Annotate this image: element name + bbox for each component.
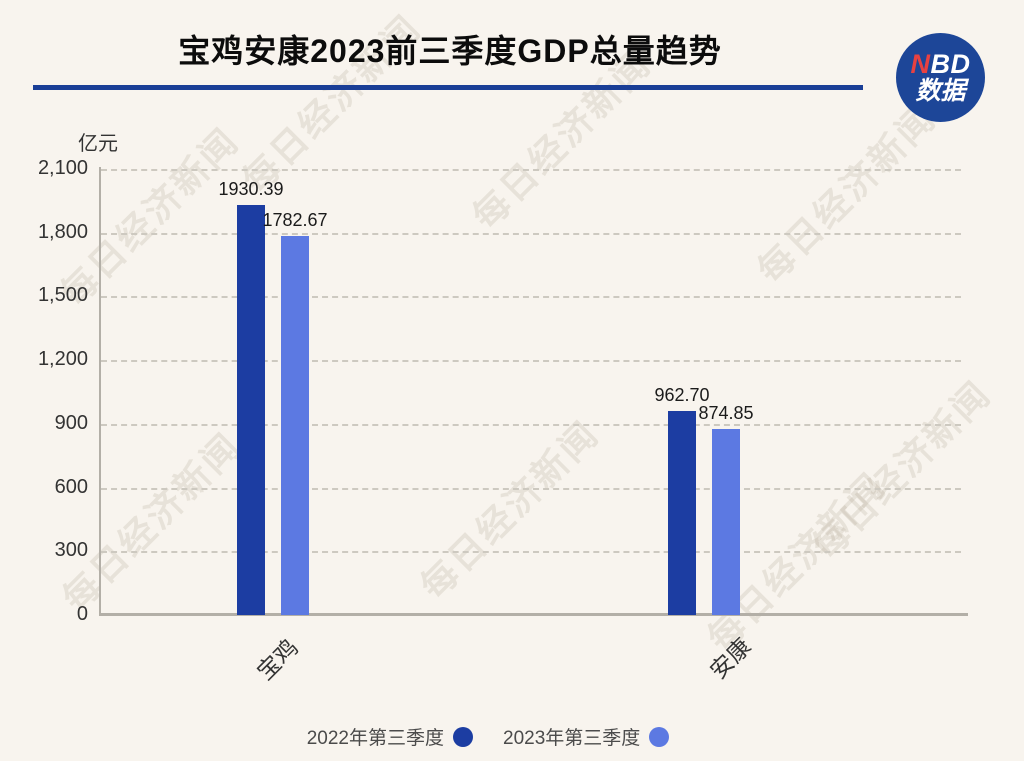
y-gridline — [101, 232, 961, 235]
bar-value-label: 962.70 — [654, 385, 710, 405]
bar-value-label: 874.85 — [698, 403, 754, 423]
legend-item: 2022年第三季度 — [307, 723, 473, 750]
y-gridline — [101, 487, 961, 490]
bar-value-label: 1782.67 — [262, 210, 328, 230]
y-axis-line — [99, 167, 101, 616]
legend-marker-dot — [453, 726, 473, 747]
nbd-logo-subtext: 数据 — [915, 76, 966, 105]
x-axis-line — [99, 613, 968, 616]
y-tick-label: 300 — [54, 539, 88, 562]
y-tick-label: 2,100 — [37, 157, 88, 179]
nbd-logo: NBD 数据 — [896, 33, 985, 122]
bar — [237, 205, 265, 615]
legend: 2022年第三季度 2023年第三季度 — [0, 723, 976, 750]
bar — [668, 411, 696, 615]
y-tick-label: 0 — [76, 603, 88, 625]
nbd-logo-letter-n: N — [910, 48, 931, 79]
y-tick-label: 1,500 — [37, 284, 88, 307]
y-tick-label: 1,200 — [37, 348, 88, 371]
y-gridline — [101, 423, 961, 426]
y-gridline — [101, 169, 961, 171]
legend-label: 2022年第三季度 — [306, 728, 444, 749]
x-category-label: 安康 — [704, 632, 756, 684]
title-underline — [33, 85, 863, 90]
y-gridline — [101, 360, 961, 363]
y-tick-label: 600 — [54, 475, 88, 498]
bar — [712, 429, 740, 615]
legend-marker-dot — [649, 726, 670, 747]
y-tick-label: 900 — [54, 411, 88, 434]
legend-item: 2023年第三季度 — [503, 723, 670, 750]
y-axis-unit-label: 亿元 — [78, 133, 118, 155]
bar-value-label: 1930.39 — [218, 179, 284, 199]
y-gridline — [101, 296, 961, 299]
nbd-logo-text: NBD — [910, 48, 971, 79]
legend-label: 2023年第三季度 — [503, 728, 641, 749]
x-category-label: 宝鸡 — [251, 633, 303, 685]
page-title: 宝鸡安康2023前三季度GDP总量趋势 — [178, 33, 722, 69]
y-gridline — [101, 551, 961, 554]
nbd-logo-letters-bd: BD — [930, 48, 971, 79]
bar — [281, 236, 309, 615]
y-tick-label: 1,800 — [37, 220, 88, 243]
